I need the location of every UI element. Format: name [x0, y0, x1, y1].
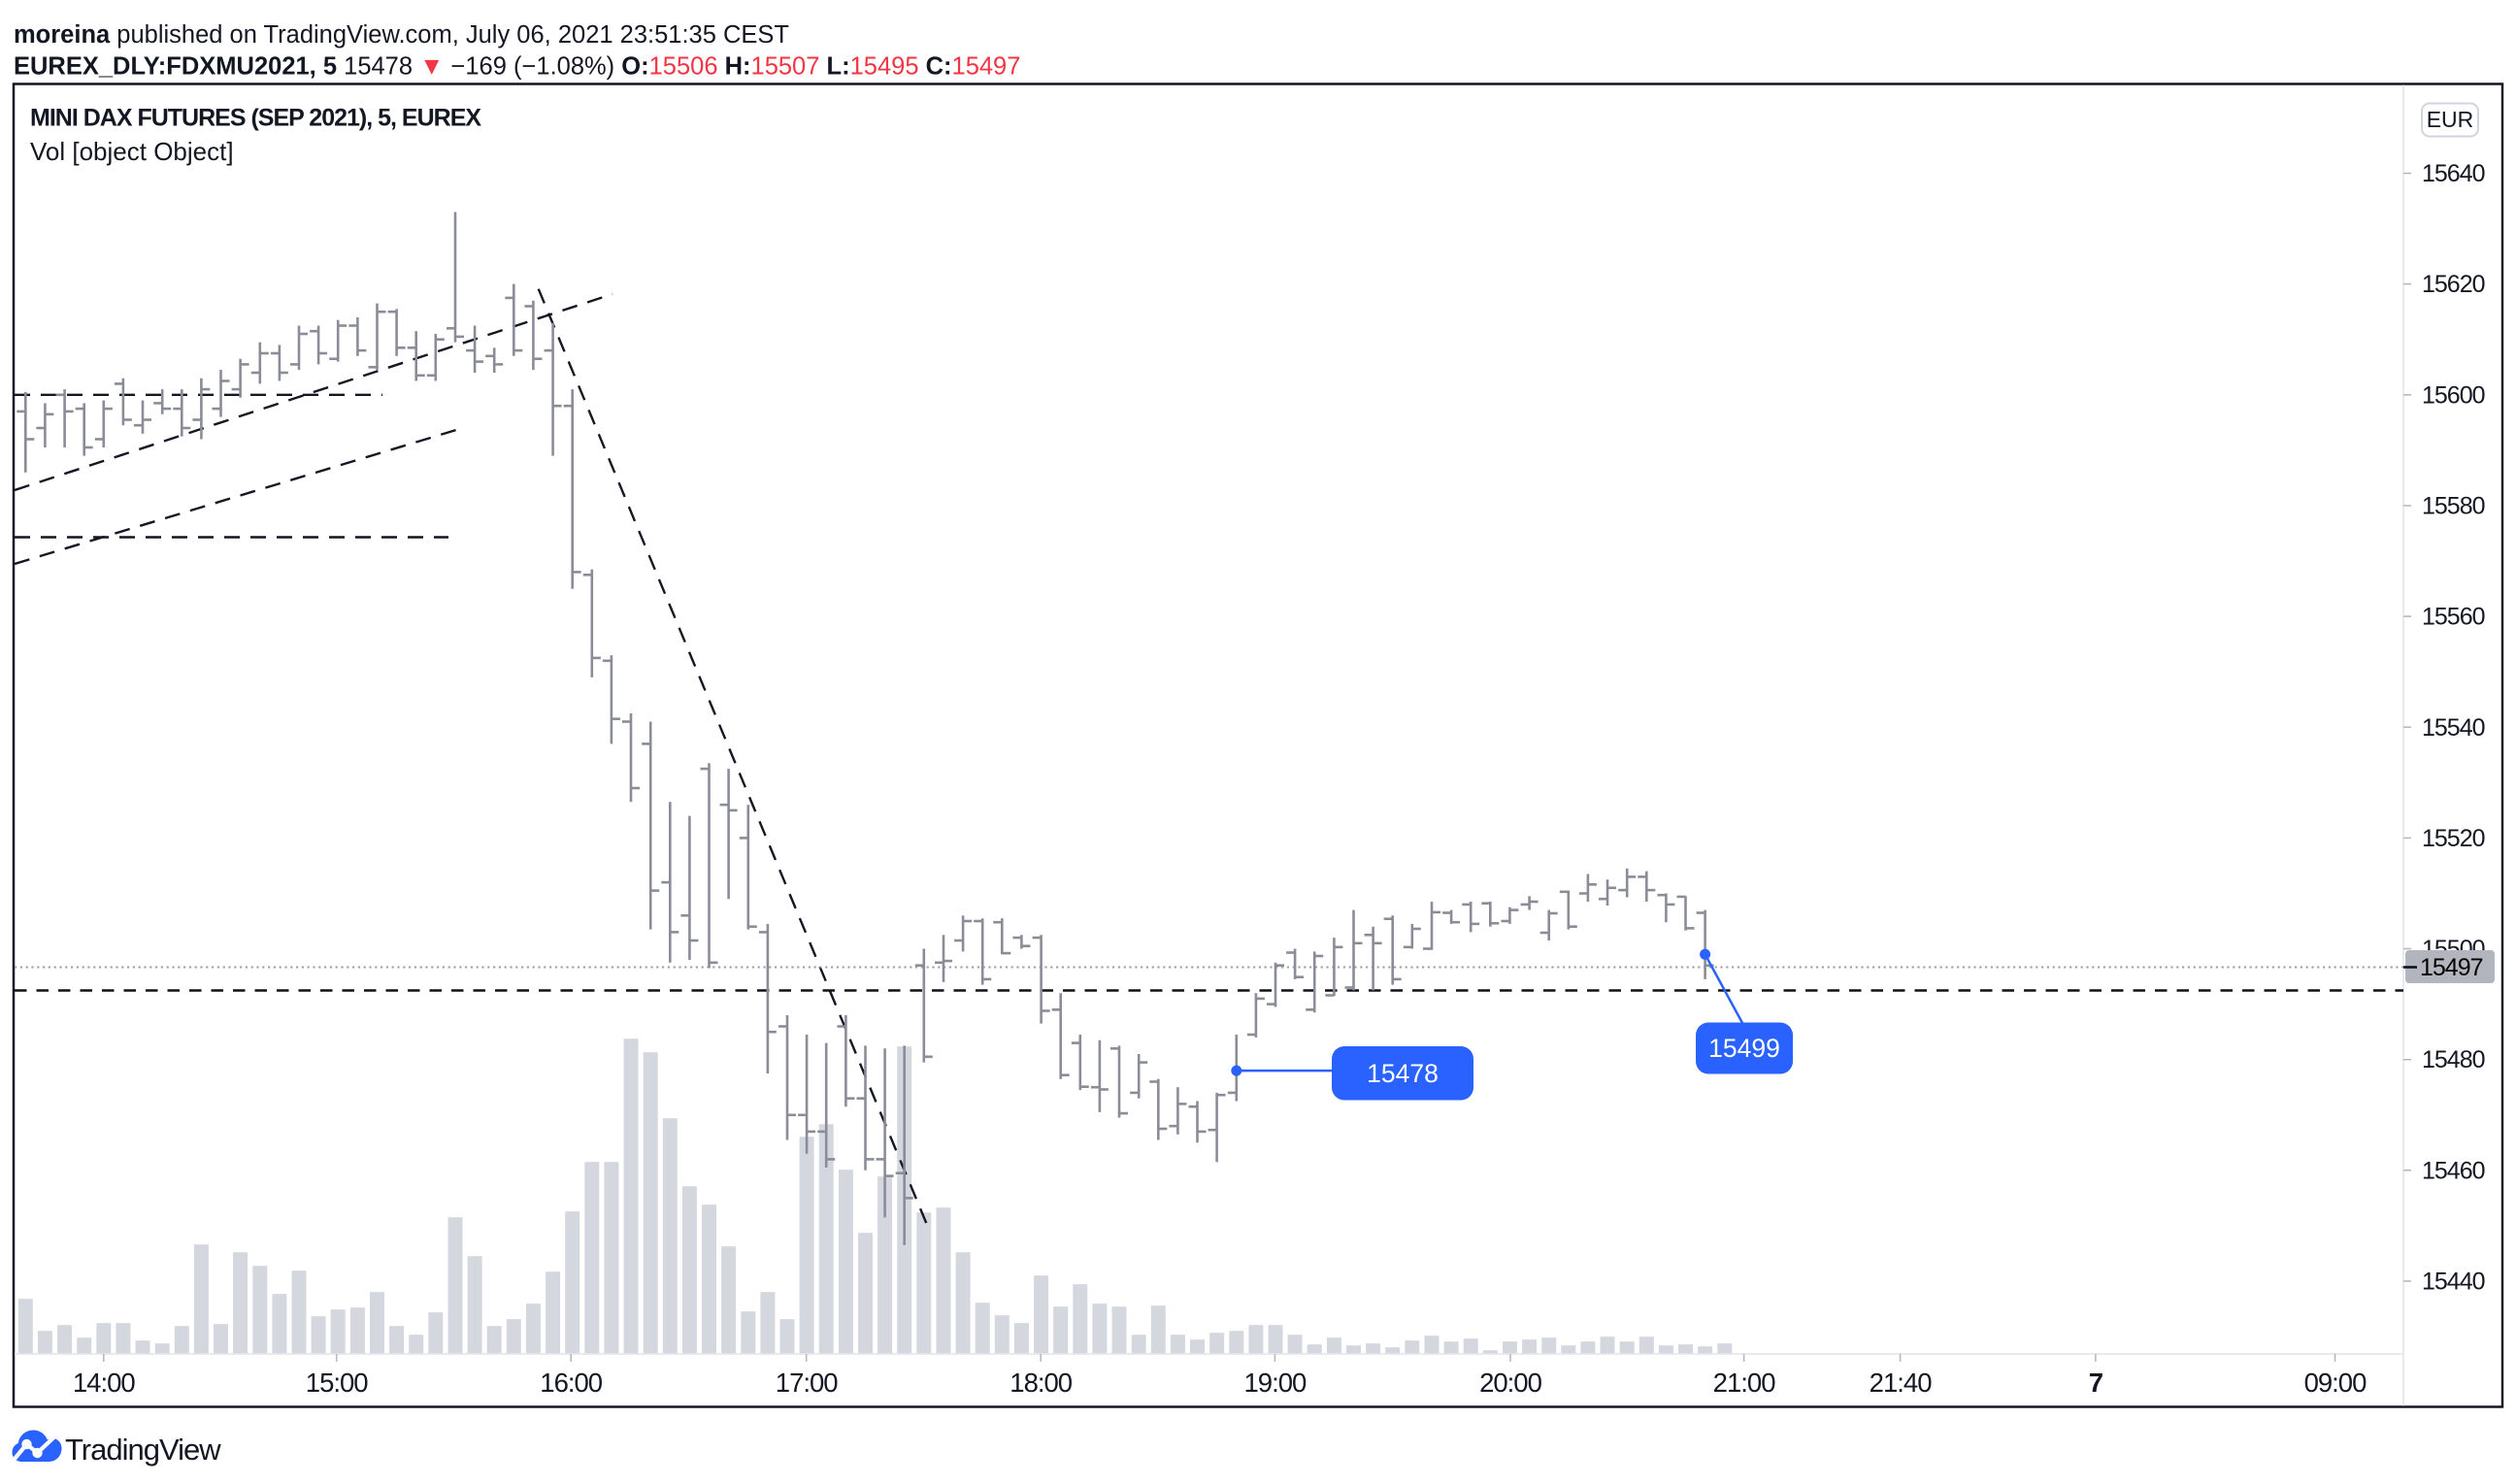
svg-text:21:40: 21:40	[1870, 1368, 1933, 1398]
svg-text:15478: 15478	[1367, 1059, 1439, 1088]
svg-text:14:00: 14:00	[73, 1368, 136, 1398]
svg-text:Vol [object Object]: Vol [object Object]	[30, 137, 234, 166]
svg-text:EUREX_DLY:FDXMU2021, 5 15478 ▼: EUREX_DLY:FDXMU2021, 5 15478 ▼ −169 (−1.…	[14, 53, 1020, 81]
svg-text:16:00: 16:00	[540, 1368, 603, 1398]
svg-text:18:00: 18:00	[1010, 1368, 1073, 1398]
svg-text:15480: 15480	[2422, 1046, 2485, 1073]
svg-text:moreina published on TradingVi: moreina published on TradingView.com, Ju…	[14, 21, 789, 49]
svg-text:MINI DAX FUTURES (SEP 2021), 5: MINI DAX FUTURES (SEP 2021), 5, EUREX	[30, 105, 481, 132]
svg-text:15540: 15540	[2422, 714, 2485, 742]
svg-text:15620: 15620	[2422, 271, 2485, 298]
svg-text:15499: 15499	[1708, 1034, 1780, 1063]
svg-text:15520: 15520	[2422, 825, 2485, 852]
svg-text:15460: 15460	[2422, 1157, 2485, 1184]
svg-text:21:00: 21:00	[1713, 1368, 1776, 1398]
svg-text:19:00: 19:00	[1243, 1368, 1307, 1398]
svg-text:09:00: 09:00	[2304, 1368, 2367, 1398]
svg-text:15580: 15580	[2422, 493, 2485, 520]
svg-text:15600: 15600	[2422, 381, 2485, 409]
svg-text:17:00: 17:00	[776, 1368, 839, 1398]
svg-text:15640: 15640	[2422, 160, 2485, 187]
svg-text:15560: 15560	[2422, 604, 2485, 631]
svg-text:TradingView: TradingView	[65, 1433, 221, 1467]
svg-text:15497: 15497	[2420, 954, 2483, 981]
svg-text:15:00: 15:00	[306, 1368, 369, 1398]
svg-text:EUR: EUR	[2427, 107, 2474, 132]
svg-text:15440: 15440	[2422, 1269, 2485, 1296]
svg-text:20:00: 20:00	[1479, 1368, 1542, 1398]
svg-text:7: 7	[2089, 1368, 2103, 1398]
